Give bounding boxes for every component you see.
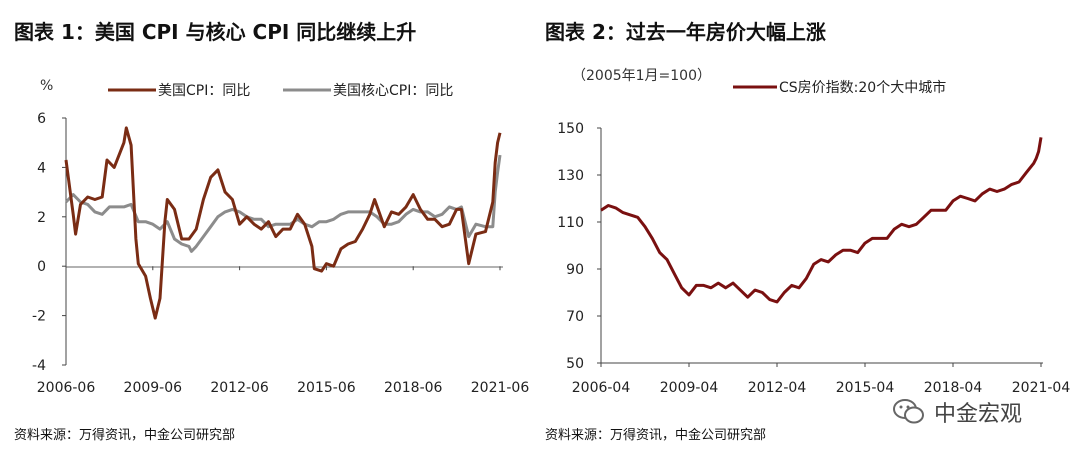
chart-1-y-tick-label: 6 [37,111,46,127]
chart-1-x-tick-label: 2012-06 [210,380,269,396]
chart-2-x-tick-label: 2021-04 [1012,380,1071,396]
chart-1-legend-label-2: 美国核心CPI：同比 [333,83,453,99]
chart-1-x-tick-label: 2015-06 [297,380,356,396]
chart-2-unit-label: （2005年1月=100） [572,68,711,84]
chart-1-source: 资料来源：万得资讯，中金公司研究部 [14,428,236,443]
chart-2-legend-label-1: CS房价指数:20个大中城市 [779,79,946,96]
watermark: 中金宏观 [892,396,1022,428]
chart-1-x-tick-label: 2009-06 [124,380,183,396]
chart-1-x-tick-label: 2018-06 [384,380,443,396]
chart-2-x-tick-label: 2006-04 [572,380,631,396]
wechat-icon [892,397,926,427]
chart-1-y-tick-label: 2 [37,210,46,226]
chart-2-y-tick-label: 130 [557,168,584,184]
chart-2-y-tick-label: 110 [557,215,584,231]
chart-2-x-tick-label: 2018-04 [924,380,983,396]
chart-1-x-tick-label: 2021-06 [471,380,530,396]
chart-1-series-line-2 [64,154,502,253]
chart-2: （2005年1月=100） 50 70 90 110 130 150 2006-04 200… [557,68,1070,396]
chart-2-y-tick-label: 90 [566,262,584,278]
chart-2-x-tick-label: 2012-04 [748,380,807,396]
chart-1-legend-label-1: 美国CPI：同比 [158,83,250,99]
chart-1-series-line-1 [64,126,502,320]
chart-1-y-tick-label: 4 [37,160,46,176]
chart-2-x-tick-label: 2015-04 [836,380,895,396]
chart-2-y-tick-label: 50 [566,356,584,372]
watermark-text: 中金宏观 [934,402,1023,427]
chart-2-source: 资料来源：万得资讯，中金公司研究部 [545,428,767,443]
chart-2-title: 图表 2：过去一年房价大幅上涨 [545,20,826,44]
chart-1-unit-label: % [40,78,53,94]
chart-1-y-tick-label: 0 [37,259,46,275]
chart-2-series-line-1 [600,137,1043,304]
chart-1-x-tick-label: 2006-06 [37,380,96,396]
chart-2-x-tick-label: 2009-04 [660,380,719,396]
chart-2-y-tick-label: 150 [557,121,584,137]
chart-2-y-tick-label: 70 [566,309,584,325]
chart-1-title: 图表 1：美国 CPI 与核心 CPI 同比继续上升 [14,20,417,44]
chart-1: % -4 -2 0 2 4 6 2006-06 2009-06 2012-06 2015-06 2… [32,78,529,396]
chart-1-y-tick-label: -2 [32,309,46,325]
chart-1-y-tick-label: -4 [32,358,46,374]
